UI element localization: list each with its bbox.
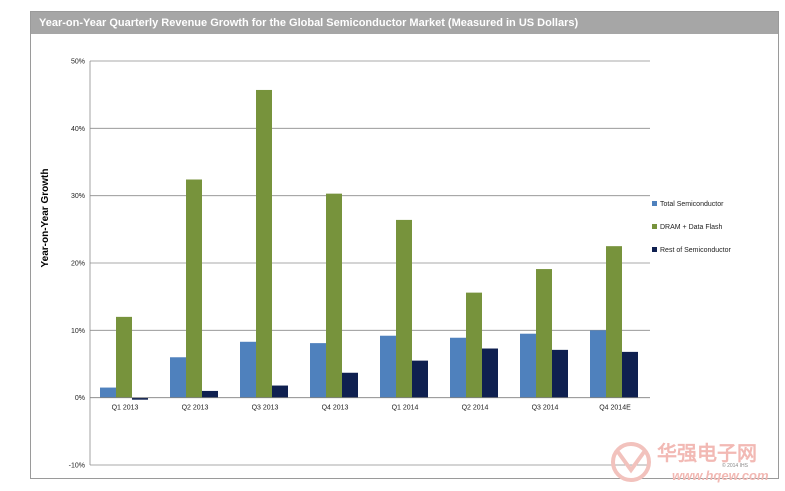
y-tick-label: 20% xyxy=(71,261,85,268)
legend-swatch xyxy=(652,224,657,229)
y-tick-label: -10% xyxy=(69,463,85,470)
watermark-logo-mark xyxy=(616,450,646,474)
bar xyxy=(170,357,186,398)
bar xyxy=(536,269,552,398)
bar xyxy=(412,360,428,398)
y-tick-label: 30% xyxy=(71,193,85,200)
bar xyxy=(342,372,358,398)
legend-swatch xyxy=(652,201,657,206)
watermark-brand: 华强电子网 xyxy=(657,441,757,465)
x-tick-label: Q2 2013 xyxy=(182,405,209,412)
bar xyxy=(590,330,606,398)
x-tick-label: Q1 2014 xyxy=(392,405,419,412)
bar xyxy=(622,351,638,398)
x-tick-label: Q2 2014 xyxy=(462,405,489,412)
bar xyxy=(396,219,412,398)
bar xyxy=(186,179,202,398)
legend-label: Total Semiconductor xyxy=(660,201,724,208)
bar xyxy=(450,337,466,398)
bar xyxy=(116,316,132,398)
x-tick-label: Q1 2013 xyxy=(112,405,139,412)
y-tick-label: 50% xyxy=(71,59,85,66)
watermark: 华强电子网 www.hqew.com © 2014 IHS xyxy=(611,441,769,483)
watermark-url: www.hqew.com xyxy=(672,468,769,483)
bar xyxy=(132,397,148,400)
watermark-copyright: © 2014 IHS xyxy=(722,462,749,469)
axes: -10% 0% 10% 20% 30% 40% 50% Q1 2013 Q2 2013 Q3 20… xyxy=(69,59,650,470)
legend-label: DRAM + Data Flash xyxy=(660,224,723,231)
bar xyxy=(606,246,622,398)
bar xyxy=(466,292,482,398)
x-tick-label: Q4 2013 xyxy=(322,405,349,412)
bar xyxy=(310,343,326,398)
watermark-logo-icon xyxy=(611,442,651,482)
bar xyxy=(482,348,498,398)
bars xyxy=(100,89,638,400)
x-tick-label: Q3 2014 xyxy=(532,405,559,412)
bar xyxy=(552,349,568,398)
legend-label: Rest of Semiconductor xyxy=(660,247,731,254)
bar xyxy=(202,390,218,398)
y-tick-label: 40% xyxy=(71,126,85,133)
bar xyxy=(100,387,116,398)
chart-frame: Year-on-Year Quarterly Revenue Growth fo… xyxy=(30,11,779,479)
bar xyxy=(380,335,396,398)
chart-title: Year-on-Year Quarterly Revenue Growth fo… xyxy=(31,12,778,34)
legend-swatch xyxy=(652,247,657,252)
bar xyxy=(240,341,256,398)
legend: Total Semiconductor DRAM + Data Flash Rest… xyxy=(652,201,731,254)
bar xyxy=(520,333,536,398)
bar xyxy=(272,385,288,398)
y-tick-label: 10% xyxy=(71,328,85,335)
bar xyxy=(256,89,272,398)
bar xyxy=(326,193,342,398)
y-tick-label: 0% xyxy=(75,395,85,402)
x-tick-label: Q4 2014E xyxy=(599,405,631,412)
y-axis-label: Year-on-Year Growth xyxy=(40,169,51,268)
gridlines xyxy=(90,60,650,466)
x-tick-label: Q3 2013 xyxy=(252,405,279,412)
